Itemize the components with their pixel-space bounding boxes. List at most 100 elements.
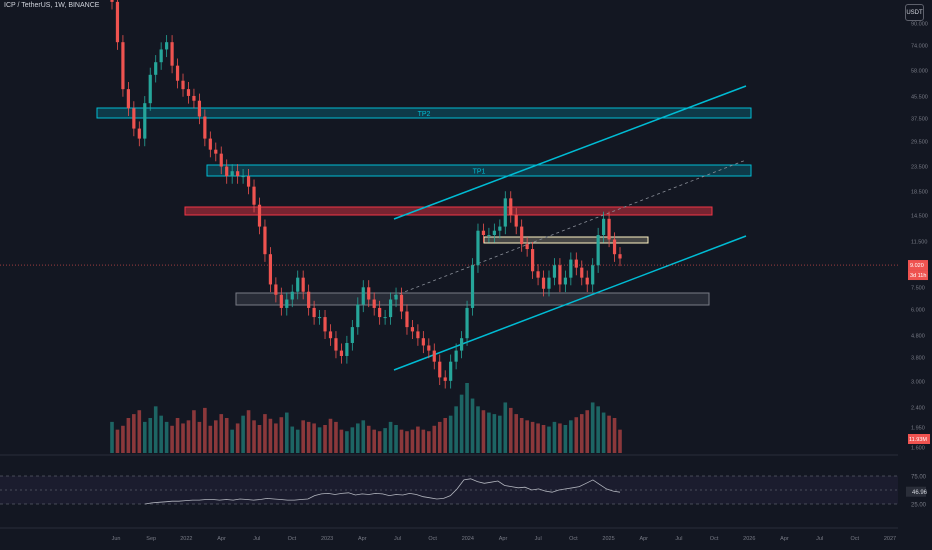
- volume-bar: [219, 414, 224, 453]
- price-tick-label: 29.500: [911, 140, 928, 146]
- volume-bar: [552, 421, 557, 453]
- volume-bar: [541, 425, 546, 453]
- volume-bar: [383, 428, 387, 453]
- volume-badge: [908, 434, 930, 444]
- channel-mid-line: [393, 159, 747, 297]
- zone-mid: [483, 236, 649, 244]
- volume-bar: [257, 425, 262, 453]
- time-tick-label: Oct: [288, 536, 297, 542]
- volume-bar: [203, 407, 207, 453]
- time-tick-label: 2025: [602, 536, 614, 542]
- time-tick-label: Oct: [710, 536, 719, 542]
- candle-body: [454, 350, 458, 362]
- volume-bar: [612, 418, 617, 453]
- candle-body: [175, 65, 180, 81]
- rsi-axis-label: 25.00: [911, 503, 927, 509]
- volume-bar: [317, 427, 322, 453]
- rsi-value-badge: [906, 486, 926, 497]
- channel-upper-line: [393, 85, 747, 220]
- volume-bar: [175, 418, 180, 453]
- zone-tp2: [96, 107, 752, 119]
- volume-bar: [585, 410, 590, 453]
- candle-body: [296, 277, 300, 292]
- time-tick-label: Oct: [428, 536, 437, 542]
- volume-bar: [235, 423, 240, 453]
- candle-body: [487, 235, 491, 236]
- candle-body: [208, 138, 212, 150]
- price-tick-label: 23.500: [911, 165, 928, 171]
- volume-bar: [126, 418, 131, 453]
- time-tick-label: Jul: [816, 536, 823, 542]
- quote-currency-button[interactable]: USDT: [905, 4, 924, 21]
- time-tick-label: Apr: [639, 536, 648, 542]
- candle-body: [569, 259, 573, 278]
- volume-bar: [230, 429, 234, 453]
- volume-bar: [481, 410, 486, 453]
- candle-body: [618, 254, 622, 259]
- volume-bar: [159, 415, 163, 453]
- candle-body: [563, 277, 567, 285]
- volume-bar: [601, 412, 606, 453]
- candle-body: [503, 198, 507, 227]
- volume-bar: [241, 415, 245, 453]
- candle-body: [383, 317, 387, 319]
- price-tick-label: 37.500: [911, 117, 928, 123]
- candle-body: [476, 230, 480, 266]
- time-tick-label: Sep: [146, 536, 156, 542]
- candle-body: [525, 244, 529, 250]
- candle-body: [602, 218, 606, 235]
- volume-bar: [356, 423, 360, 453]
- candle-body: [230, 171, 234, 177]
- volume-bar: [421, 429, 426, 453]
- volume-bar: [132, 414, 136, 453]
- candle-body: [181, 80, 185, 90]
- volume-bar: [284, 412, 289, 453]
- candle-body: [143, 103, 147, 139]
- candle-body: [137, 128, 141, 139]
- candle-body: [268, 254, 273, 285]
- price-tick-label: 3.000: [911, 380, 925, 386]
- candle-body: [388, 299, 393, 318]
- volume-bar: [596, 406, 600, 453]
- candle-body: [574, 259, 578, 268]
- price-tick-label: 2.400: [911, 406, 925, 412]
- candle-body: [328, 331, 333, 339]
- candle-body: [591, 265, 595, 285]
- volume-bar: [137, 410, 142, 453]
- volume-bar: [279, 417, 284, 453]
- time-tick-label: Oct: [569, 536, 578, 542]
- volume-bar: [448, 415, 453, 453]
- candle-body: [498, 226, 502, 231]
- candle-body: [225, 166, 229, 177]
- channel-lower-line: [393, 235, 747, 371]
- volume-bar: [394, 425, 398, 453]
- last-price-label: 9.020: [910, 263, 924, 269]
- candle-body: [241, 176, 245, 178]
- time-tick-label: 2023: [321, 536, 333, 542]
- candle-body: [481, 230, 486, 235]
- volume-bar: [323, 425, 327, 453]
- candle-body: [197, 100, 201, 117]
- time-tick-label: Jul: [535, 536, 542, 542]
- volume-layer: [110, 383, 622, 453]
- time-tick-label: 2024: [462, 536, 474, 542]
- volume-bar: [246, 410, 251, 453]
- volume-bar: [345, 431, 349, 453]
- volume-bar: [503, 402, 508, 453]
- candle-body: [378, 307, 382, 318]
- last-price-badge: [908, 260, 928, 271]
- volume-bar: [498, 415, 502, 453]
- candle-body: [334, 338, 338, 351]
- candle-body: [219, 153, 223, 167]
- candle-body: [399, 294, 404, 312]
- rsi-line: [144, 478, 621, 505]
- candle-body: [410, 327, 415, 332]
- volume-bar: [186, 420, 191, 453]
- volume-bar: [115, 429, 120, 453]
- candle-body: [416, 331, 420, 339]
- candle-body: [372, 299, 376, 308]
- volume-bar: [274, 423, 278, 453]
- price-tick-label: 45.500: [911, 95, 928, 101]
- volume-bar: [213, 420, 218, 453]
